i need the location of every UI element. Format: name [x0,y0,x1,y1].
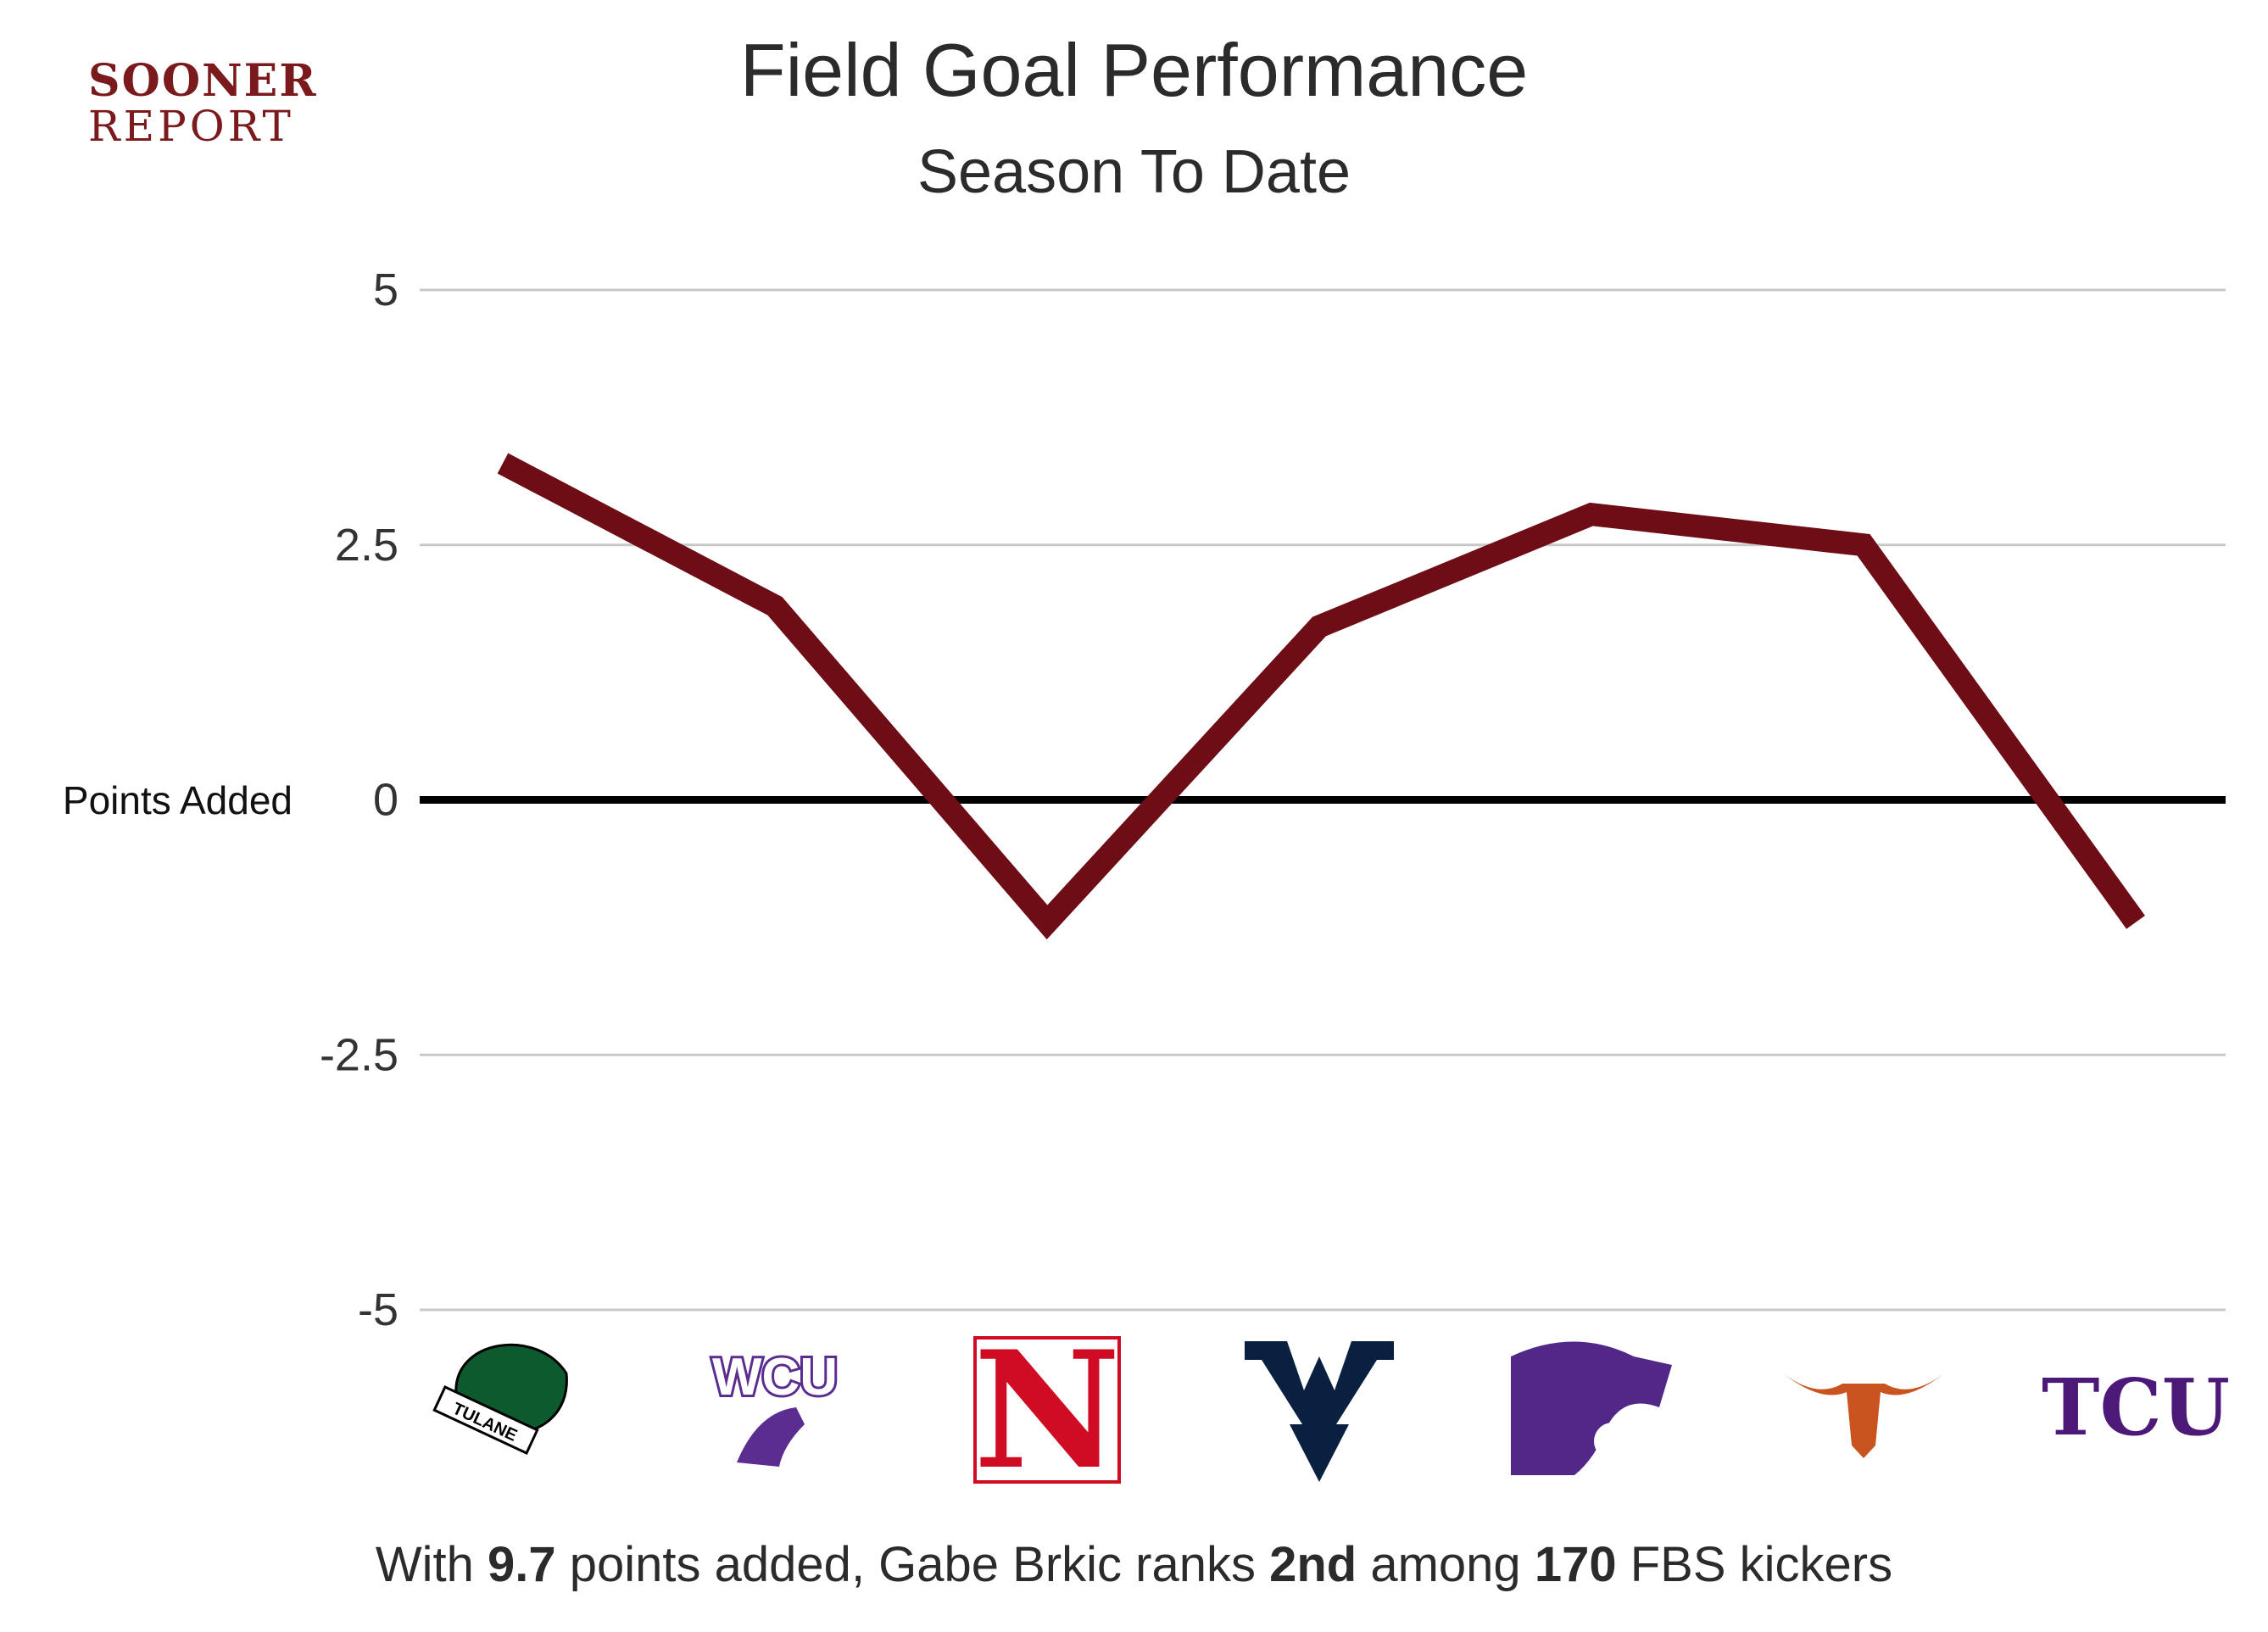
chart-title: Field Goal Performance [739,28,1529,112]
wildcat-shape [1511,1341,1672,1475]
caption-text-2: points added, Gabe Brkic ranks [555,1537,1270,1592]
series-line-layer [497,453,2145,940]
y-tick-label: -5 [358,1284,398,1335]
y-tick-label: 0 [373,775,398,826]
logo-line-1: SOONER [88,55,318,107]
wildcat-eye [1594,1423,1631,1460]
caption-text-3: among [1357,1537,1535,1592]
gridlines [420,288,2226,1312]
caption-text-1: With [375,1537,488,1592]
team-logos: TULANE WCU N TCU [432,1316,2230,1505]
caption-text-4: FBS kickers [1616,1537,1893,1592]
wv-shape [1245,1341,1394,1482]
series-line [497,453,2145,940]
caption-count: 170 [1534,1537,1617,1592]
logo-line-2: REPORT [88,102,294,151]
sooner-report-logo: SOONER REPORT [88,55,318,151]
catamount-shape [737,1407,805,1467]
logo-text: N [973,1316,1121,1505]
texas-longhorn-logo-icon [1783,1373,1944,1458]
kansas-state-logo-icon [1511,1341,1672,1475]
tulane-logo-icon: TULANE [432,1343,568,1455]
longhorn-shape [1783,1373,1944,1458]
wcu-logo-icon: WCU [710,1345,840,1467]
caption-points: 9.7 [488,1537,556,1592]
summary-caption: With 9.7 points added, Gabe Brkic ranks … [0,1536,2268,1593]
logo-text: WCU [712,1348,838,1406]
y-tick-label: -2.5 [320,1029,398,1080]
caption-rank: 2nd [1269,1537,1357,1592]
nebraska-logo-icon: N [973,1316,1121,1505]
y-tick-labels: 5 2.5 0 -2.5 -5 [320,265,398,1335]
y-axis-label: Points Added [63,778,293,822]
banner-shape [432,1385,539,1455]
west-virginia-logo-icon [1245,1341,1394,1482]
chart-subtitle: Season To Date [917,138,1351,206]
y-tick-label: 2.5 [335,520,398,571]
y-tick-label: 5 [373,265,398,315]
tcu-logo-icon: TCU [2042,1362,2230,1453]
logo-text: TCU [2042,1362,2230,1453]
n-outline [973,1336,1121,1484]
